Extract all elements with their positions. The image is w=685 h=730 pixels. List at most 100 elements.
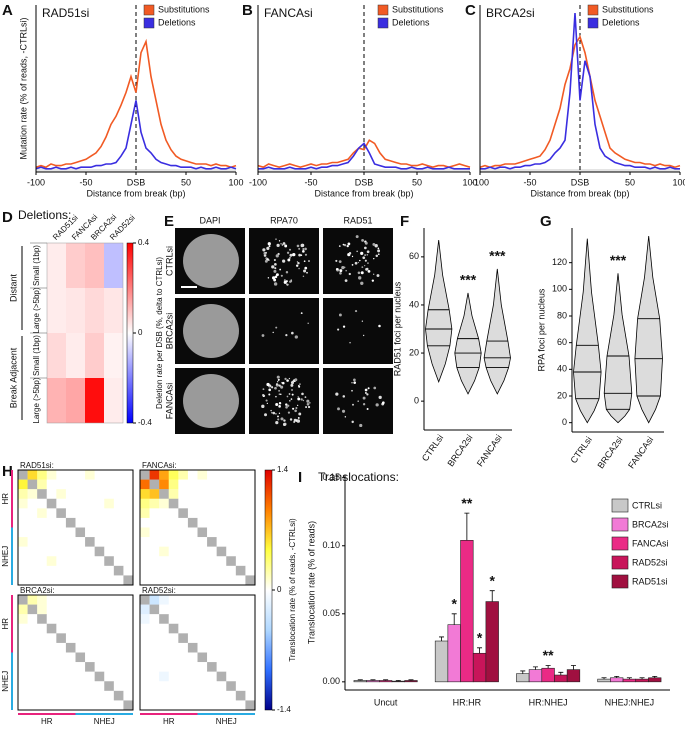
focus bbox=[298, 384, 300, 387]
matrix-cell bbox=[168, 470, 179, 480]
error-bar bbox=[558, 671, 564, 676]
legend-swatch bbox=[377, 17, 389, 29]
matrix-cell bbox=[18, 633, 28, 644]
matrix-title: RAD52si: bbox=[142, 586, 176, 595]
focus bbox=[302, 399, 305, 402]
matrix-cell bbox=[37, 556, 47, 567]
focus bbox=[285, 280, 288, 283]
matrix-cell bbox=[140, 508, 150, 519]
matrix-cell bbox=[187, 575, 198, 586]
matrix-cell bbox=[207, 642, 217, 653]
matrix-cell bbox=[85, 517, 95, 528]
matrix-cell bbox=[235, 662, 246, 672]
matrix-cell bbox=[18, 671, 28, 682]
focus bbox=[289, 253, 293, 257]
matrix-cell bbox=[226, 633, 237, 644]
matrix-cell bbox=[56, 517, 67, 528]
matrix-cell bbox=[18, 537, 28, 547]
matrix-cell bbox=[187, 681, 198, 692]
error-bar bbox=[614, 675, 620, 678]
matrix-cell bbox=[207, 681, 217, 692]
heat-cell bbox=[104, 288, 123, 333]
matrix-cell bbox=[75, 537, 86, 547]
matrix-cell bbox=[85, 662, 95, 672]
focus bbox=[362, 403, 366, 406]
matrix-cell bbox=[123, 614, 134, 624]
x-tick-label: NHEJ:NHEJ bbox=[605, 697, 655, 707]
focus bbox=[273, 269, 277, 273]
matrix-cell bbox=[113, 508, 124, 519]
matrix-cell bbox=[178, 652, 189, 663]
focus bbox=[275, 413, 277, 415]
focus bbox=[306, 271, 308, 274]
matrix-cell bbox=[207, 604, 217, 615]
matrix-cell bbox=[37, 671, 47, 682]
y-tick-label: 20 bbox=[557, 390, 567, 400]
focus bbox=[300, 312, 303, 315]
colorbar-tick-label: 1.4 bbox=[277, 465, 289, 474]
matrix-cell bbox=[123, 537, 134, 547]
focus bbox=[292, 252, 296, 257]
matrix-cell bbox=[46, 595, 57, 605]
matrix-cell bbox=[140, 489, 150, 499]
focus bbox=[367, 262, 369, 264]
matrix-cell bbox=[187, 614, 198, 624]
matrix-cell bbox=[85, 546, 95, 557]
matrix-cell bbox=[197, 633, 208, 644]
focus bbox=[342, 325, 346, 328]
colorbar-tick-label: 0.4 bbox=[138, 238, 150, 247]
matrix-cell bbox=[149, 575, 160, 586]
focus bbox=[365, 392, 367, 394]
focus bbox=[348, 252, 352, 255]
matrix-cell bbox=[75, 595, 86, 605]
focus bbox=[297, 416, 300, 419]
bar bbox=[635, 678, 649, 683]
matrix-cell bbox=[65, 633, 76, 644]
focus bbox=[351, 420, 354, 424]
matrix-cell bbox=[207, 662, 217, 672]
matrix-cell bbox=[56, 575, 67, 586]
matrix-cell bbox=[56, 633, 67, 644]
matrix-cell bbox=[18, 527, 28, 538]
matrix-cell bbox=[123, 700, 134, 711]
matrix-cell bbox=[94, 546, 105, 557]
focus bbox=[301, 392, 304, 396]
matrix-cell bbox=[104, 595, 115, 605]
matrix-cell bbox=[46, 556, 57, 567]
focus bbox=[262, 394, 265, 397]
matrix-cell bbox=[159, 565, 169, 576]
matrix-cell bbox=[85, 565, 95, 576]
focus bbox=[338, 245, 341, 247]
matrix-cell bbox=[168, 652, 179, 663]
matrix-cell bbox=[149, 527, 160, 538]
matrix-cell bbox=[216, 681, 227, 692]
legend-label: FANCAsi bbox=[632, 538, 669, 548]
matrix-cell bbox=[159, 623, 169, 634]
matrix-cell bbox=[27, 546, 38, 557]
focus bbox=[268, 388, 271, 392]
matrix-cell bbox=[168, 623, 179, 634]
focus bbox=[362, 256, 366, 260]
x-tick-label: CTRLsi bbox=[569, 435, 594, 465]
x-tick-label: FANCAsi bbox=[626, 435, 655, 471]
matrix-cell bbox=[187, 565, 198, 576]
matrix-cell bbox=[159, 700, 169, 711]
matrix-cell bbox=[178, 565, 189, 576]
group-label: HR bbox=[1, 618, 10, 630]
group-label: NHEJ bbox=[216, 717, 237, 726]
focus bbox=[309, 401, 311, 404]
focus bbox=[295, 406, 298, 410]
matrix-cell bbox=[226, 662, 237, 672]
focus bbox=[275, 273, 279, 277]
focus bbox=[373, 257, 375, 260]
matrix-cell bbox=[245, 537, 256, 547]
focus bbox=[377, 247, 380, 250]
focus bbox=[297, 404, 299, 406]
matrix-cell bbox=[18, 681, 28, 692]
heat-cell bbox=[104, 243, 123, 288]
matrix-cell bbox=[37, 623, 47, 634]
focus bbox=[303, 269, 307, 273]
matrix-cell bbox=[104, 479, 115, 490]
y-axis-label: RPA foci per nucleus bbox=[536, 288, 546, 371]
matrix-cell bbox=[65, 614, 76, 624]
